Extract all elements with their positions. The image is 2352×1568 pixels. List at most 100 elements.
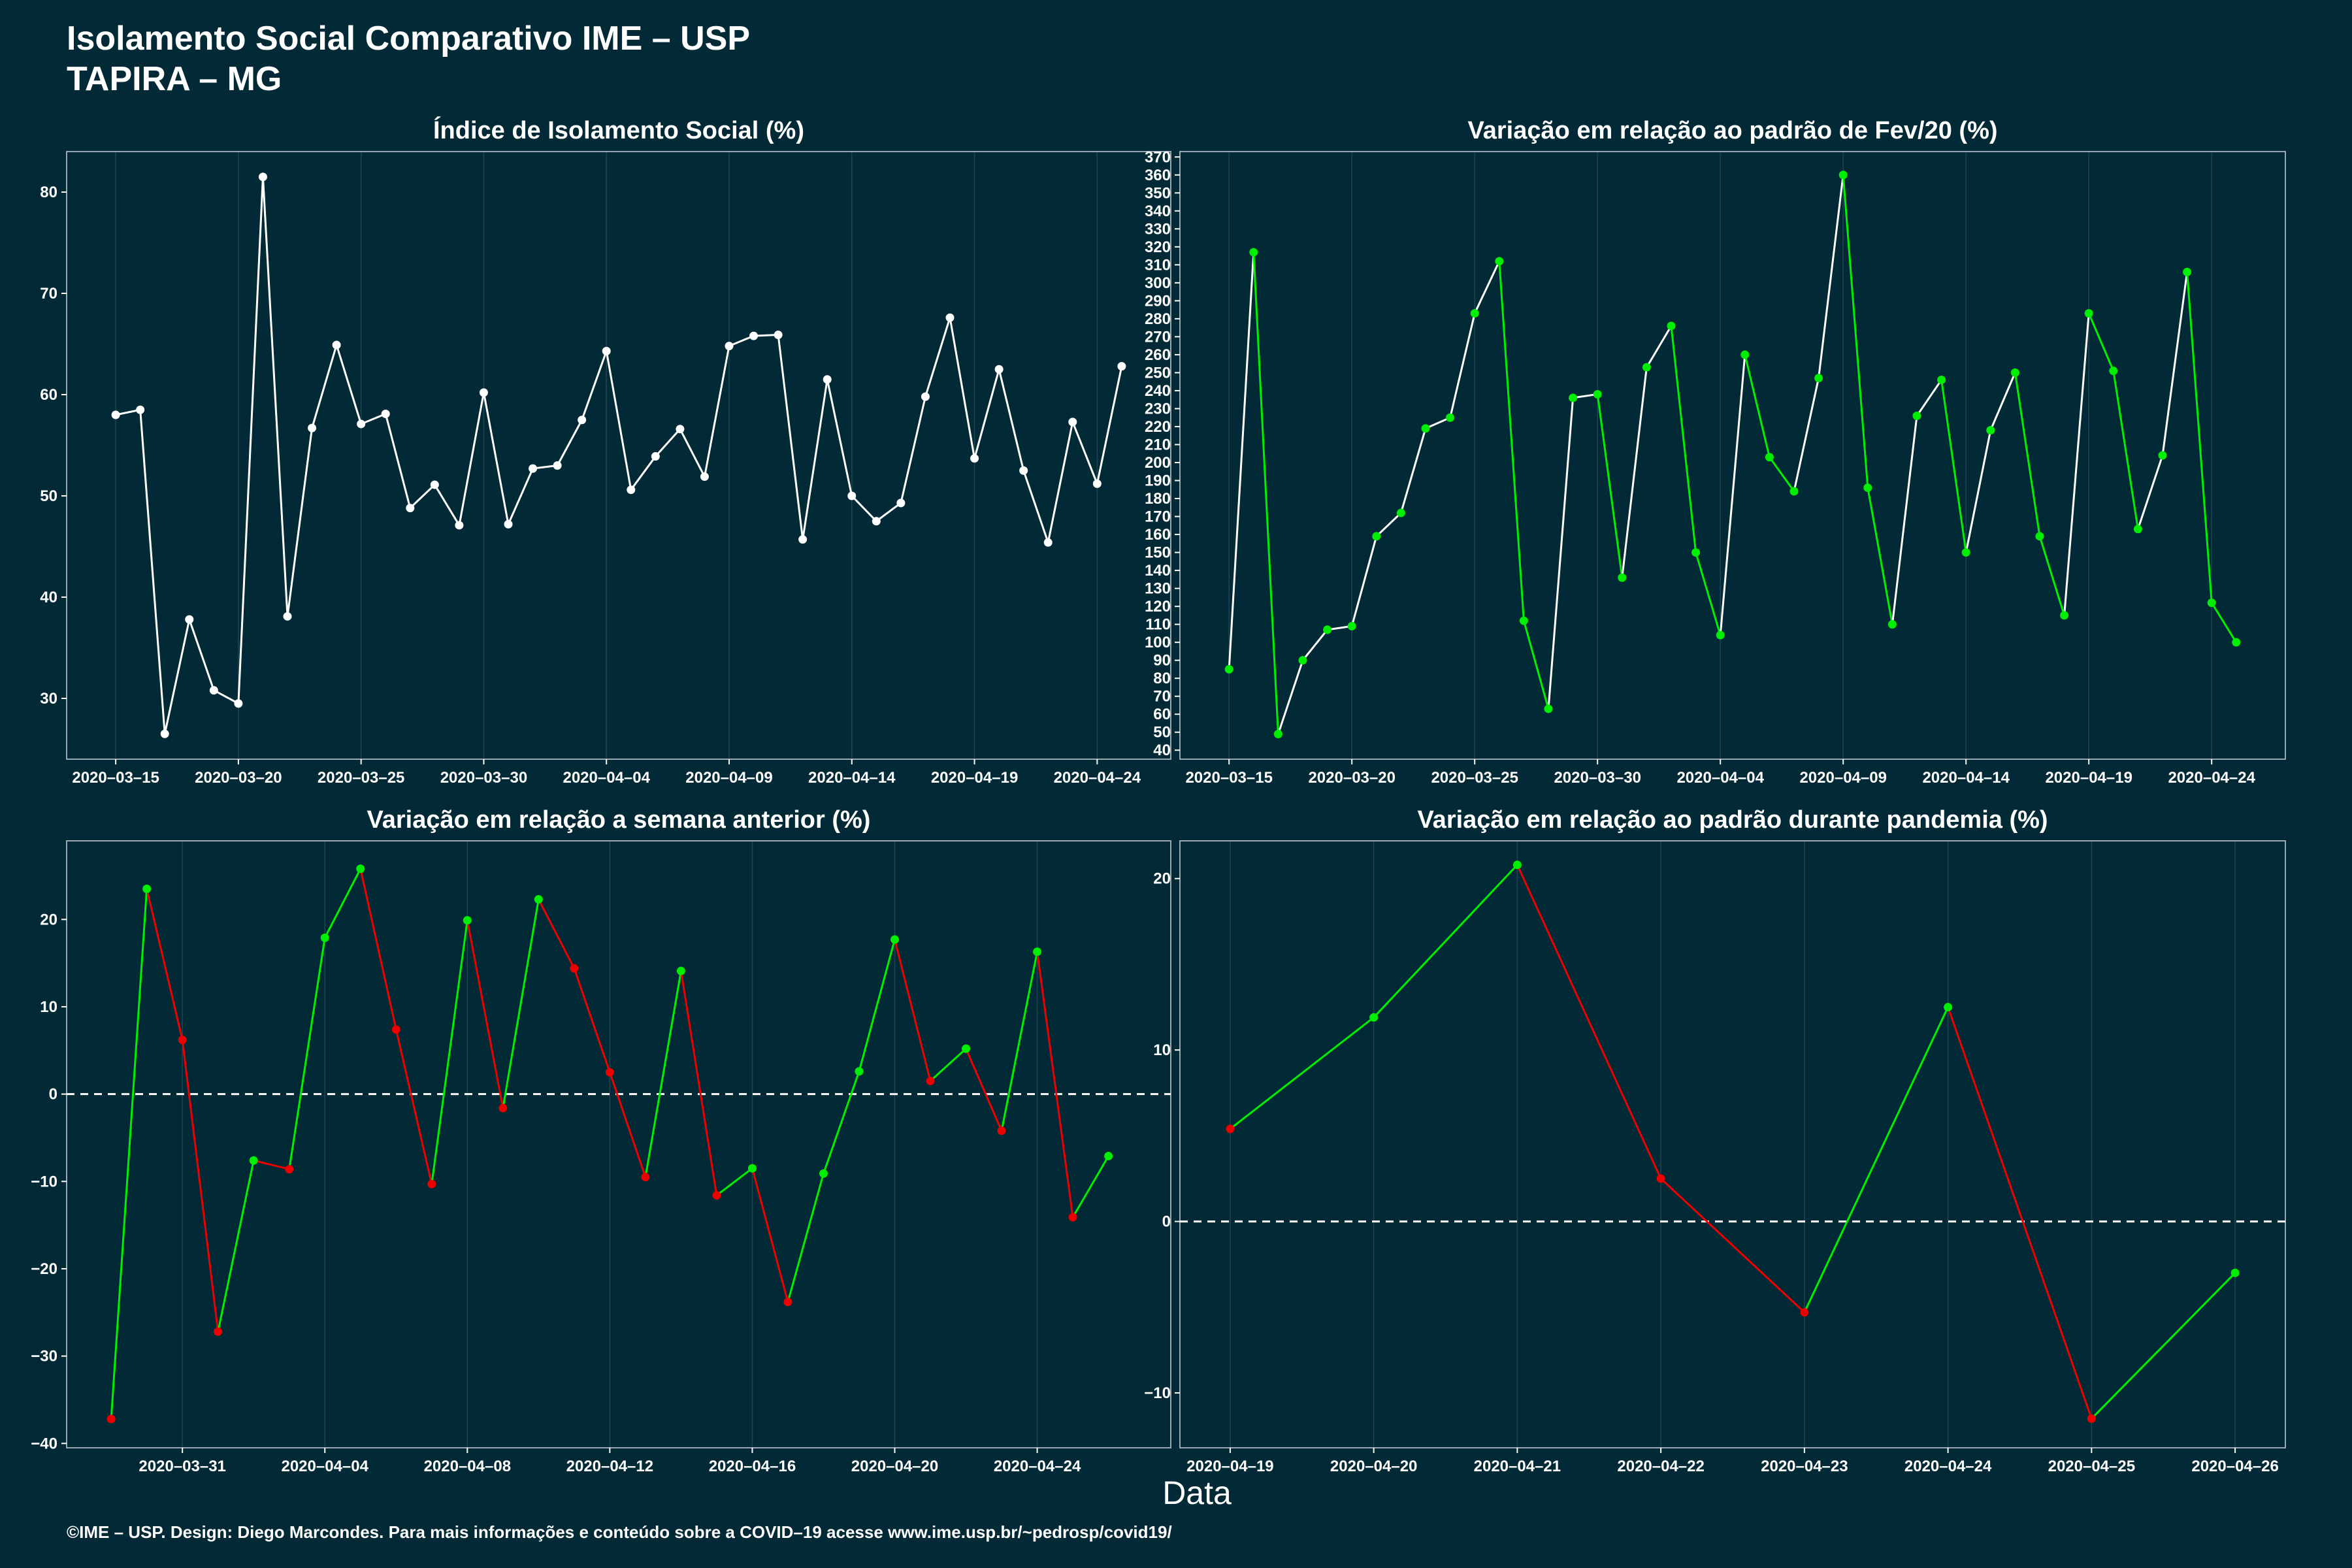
data-point (308, 423, 317, 433)
x-tick-label: 2020–03–20 (195, 769, 282, 787)
data-point (142, 885, 152, 894)
series-segment (311, 344, 338, 429)
x-tick-label: 2020–04–24 (2168, 769, 2255, 787)
data-point (1298, 656, 1307, 665)
data-point (890, 935, 899, 944)
chart-panel-2: Variação em relação ao padrão de Fev/20 … (1145, 117, 2286, 787)
y-tick-label: −10 (1144, 1384, 1171, 1402)
y-tick-label: 180 (1145, 490, 1171, 508)
x-tick-label: 2020–04–23 (1761, 1458, 1848, 1475)
series-segment (1375, 512, 1402, 537)
series-segment (409, 483, 436, 509)
series-segment (751, 1168, 789, 1303)
series-segment (1818, 174, 1844, 378)
panel-title: Variação em relação ao padrão durante pa… (1417, 806, 2048, 834)
data-point (641, 1173, 650, 1182)
y-tick-label: 60 (40, 386, 57, 404)
data-point (1019, 466, 1028, 475)
y-tick-label: −20 (31, 1260, 57, 1278)
data-point (2183, 267, 2192, 276)
y-tick-label: 20 (40, 911, 57, 928)
data-point (1470, 309, 1479, 318)
series-segment (1803, 1006, 1949, 1313)
data-point (997, 1126, 1006, 1135)
series-segment (384, 414, 412, 508)
series-segment (213, 689, 239, 705)
y-tick-label: 140 (1145, 562, 1171, 580)
data-point (249, 1156, 258, 1165)
x-tick-label: 2020–04–09 (685, 769, 772, 787)
series-segment (1449, 313, 1476, 418)
data-point (1104, 1152, 1113, 1161)
data-point (111, 410, 120, 419)
series-segment (1769, 456, 1795, 492)
series-segment (237, 176, 264, 704)
x-tick-label: 2020–04–14 (808, 769, 896, 787)
data-point (783, 1298, 792, 1307)
series-segment (608, 1071, 647, 1178)
data-point (725, 342, 734, 351)
data-point (847, 491, 857, 500)
y-tick-label: 350 (1145, 184, 1171, 202)
y-tick-label: 250 (1145, 364, 1171, 382)
data-point (1519, 616, 1528, 625)
panel-frame (1179, 151, 2286, 760)
series-segment (538, 898, 576, 969)
data-point (1544, 704, 1553, 713)
data-point (1814, 374, 1823, 383)
data-point (676, 425, 685, 434)
data-point (1323, 625, 1332, 634)
series-segment (823, 1071, 860, 1174)
y-tick-label: 10 (1153, 1041, 1171, 1059)
series-segment (2091, 1272, 2236, 1420)
data-point (504, 519, 513, 529)
x-tick-label: 2020–04–21 (1474, 1458, 1561, 1475)
y-tick-label: 260 (1145, 346, 1171, 364)
series-segment (253, 1159, 290, 1171)
x-tick-label: 2020–04–08 (424, 1458, 511, 1475)
series-segment (110, 889, 148, 1419)
x-tick-label: 2020–04–26 (2191, 1458, 2278, 1475)
series-segment (217, 1160, 255, 1332)
series-segment (507, 468, 534, 525)
series-segment (1719, 354, 1746, 636)
series-segment (924, 317, 951, 397)
data-point (1224, 664, 1233, 674)
x-tick-label: 2020–04–12 (566, 1458, 653, 1475)
panel-title: Índice de Isolamento Social (%) (433, 116, 804, 144)
chart-panel-4: Variação em relação ao padrão durante pa… (1144, 806, 2286, 1475)
x-tick-label: 2020–04–25 (2048, 1458, 2135, 1475)
x-tick-label: 2020–03–25 (318, 769, 404, 787)
series-segment (556, 419, 583, 466)
data-point (1740, 350, 1750, 359)
series-segment (644, 970, 682, 1177)
data-point (391, 1025, 400, 1034)
series-segment (1695, 552, 1722, 636)
chart-panel-3: Variação em relação a semana anterior (%… (31, 806, 1171, 1475)
x-tick-label: 2020–04–04 (1676, 769, 1764, 787)
y-tick-label: 310 (1145, 256, 1171, 274)
series-segment (1229, 1017, 1375, 1130)
series-segment (323, 868, 362, 939)
y-tick-label: 70 (40, 285, 57, 302)
series-segment (973, 368, 1000, 459)
series-segment (716, 1168, 753, 1196)
series-segment (1350, 536, 1378, 627)
data-point (1273, 729, 1282, 738)
series-segment (2136, 455, 2164, 530)
figure-title: Isolamento Social Comparativo IME – USP … (67, 18, 750, 99)
series-segment (1744, 354, 1771, 458)
data-point (1068, 1213, 1077, 1222)
data-point (106, 1414, 116, 1424)
data-point (479, 388, 488, 397)
y-tick-label: 70 (1153, 688, 1171, 706)
series-segment (1940, 380, 1967, 553)
data-point (1986, 425, 1995, 434)
series-segment (1425, 416, 1451, 430)
y-tick-label: −40 (31, 1435, 57, 1452)
series-segment (1670, 325, 1697, 553)
data-point (2230, 1268, 2240, 1277)
x-tick-label: 2020–04–20 (1330, 1458, 1417, 1475)
series-segment (1071, 1155, 1109, 1218)
